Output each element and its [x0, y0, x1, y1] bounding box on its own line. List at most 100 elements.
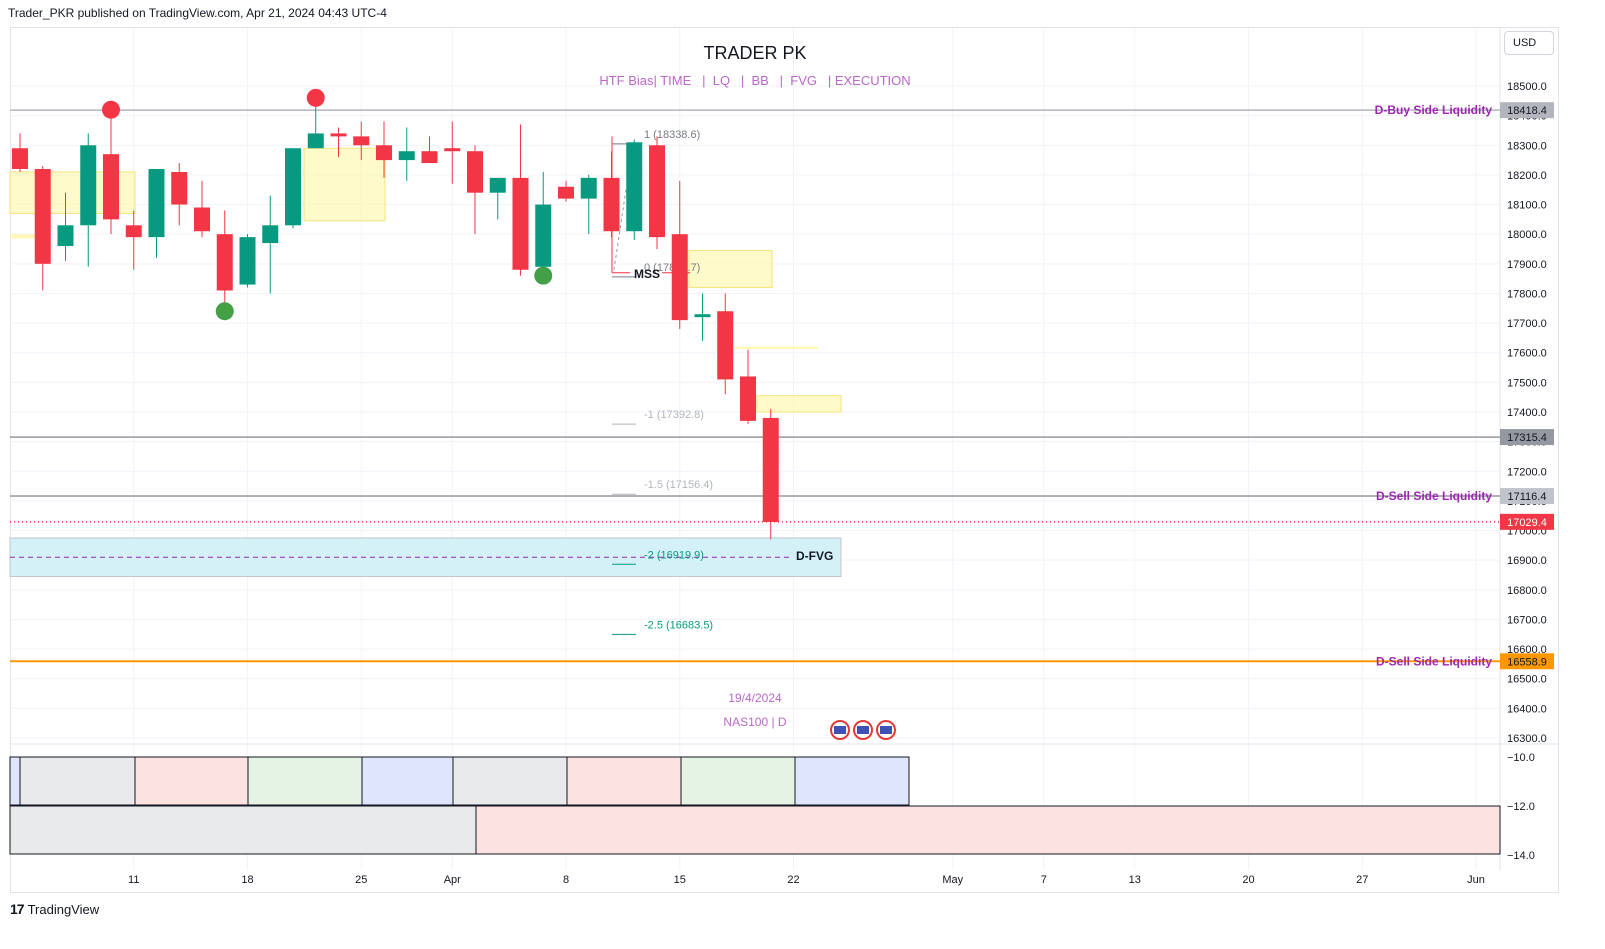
- swing-marker: [306, 88, 325, 107]
- price-tick-label: 18200.0: [1507, 170, 1547, 182]
- fib-level-label: -1.5 (17156.4): [644, 479, 713, 491]
- session-cell: [680, 756, 796, 806]
- time-tick-label: Jun: [1467, 874, 1485, 886]
- fib-level-label: -2 (16919.9): [644, 549, 704, 561]
- price-tick-label: 16900.0: [1507, 555, 1547, 567]
- time-tick-label: 13: [1129, 874, 1141, 886]
- session-cell: [9, 805, 477, 855]
- candle-body: [694, 314, 711, 318]
- price-tag: 17116.4: [1508, 491, 1547, 503]
- price-tag: 17315.4: [1507, 432, 1547, 444]
- liquidity-levels: D-Buy Side Liquidity D-Sell Side Liquidit…: [10, 103, 1500, 668]
- candle-body: [103, 154, 119, 220]
- candle-body: [216, 234, 233, 291]
- candle-body: [558, 186, 574, 199]
- chart-subtitle: HTF Bias| TIME | LQ | BB | FVG | EXECUTI…: [599, 73, 910, 88]
- session-cell: [452, 756, 568, 806]
- time-tick-label: May: [942, 874, 963, 886]
- candle-body: [262, 225, 279, 244]
- sub-tick-label: −14.0: [1507, 850, 1535, 862]
- price-tag-bg: [1500, 102, 1554, 119]
- price-tick-label: 17800.0: [1507, 288, 1547, 300]
- candle-body: [330, 133, 347, 137]
- session-cell: [134, 756, 249, 806]
- swing-markers: [102, 88, 553, 321]
- candle-body: [12, 148, 28, 169]
- us-flag-icons: [830, 720, 896, 740]
- candle-body: [717, 311, 734, 380]
- price-tag: 16558.9: [1507, 656, 1547, 668]
- candle-body: [194, 207, 210, 232]
- candle-body: [603, 177, 620, 232]
- fvg-boxes: [9, 147, 842, 577]
- footer-brand[interactable]: 17 TradingView: [10, 901, 99, 917]
- candle-body: [376, 145, 392, 161]
- price-tick-label: 17500.0: [1507, 377, 1547, 389]
- candle-body: [626, 142, 643, 232]
- swing-marker: [215, 302, 234, 321]
- session-cell: [19, 756, 136, 806]
- price-axis: 18500.018400.018300.018200.018100.018000…: [1507, 81, 1547, 745]
- liquidity-label: D-Sell Side Liquidity: [1376, 654, 1492, 668]
- fib-diagonal: [613, 189, 627, 270]
- time-tick-label: 7: [1041, 874, 1047, 886]
- time-tick-label: 27: [1356, 874, 1368, 886]
- price-tag: 18418.4: [1507, 105, 1547, 117]
- candle-body: [125, 225, 142, 238]
- price-tick-label: 17700.0: [1507, 318, 1547, 330]
- date-label: 19/4/2024: [728, 691, 782, 705]
- session-cell: [247, 756, 363, 806]
- d-fvg-label: D-FVG: [796, 549, 833, 563]
- session-cell: [794, 756, 910, 806]
- candle-body: [512, 177, 529, 270]
- price-tick-label: 17200.0: [1507, 466, 1547, 478]
- fvg-box: [756, 395, 842, 413]
- time-tick-label: 8: [563, 874, 569, 886]
- candle-body: [80, 145, 97, 226]
- candle-body: [307, 133, 324, 149]
- candle-body: [649, 145, 665, 238]
- price-tick-label: 16400.0: [1507, 703, 1547, 715]
- fvg-box: [303, 147, 386, 222]
- fib-level-label: -1 (17392.8): [644, 409, 704, 421]
- session-cell: [475, 805, 1501, 855]
- price-tick-label: 18300.0: [1507, 140, 1547, 152]
- candle-body: [580, 177, 597, 199]
- price-tick-label: 17600.0: [1507, 348, 1547, 360]
- tradingview-logo-icon: 17: [10, 901, 25, 917]
- candles: [12, 106, 779, 540]
- price-tick-label: 18500.0: [1507, 81, 1547, 93]
- brand-name: TradingView: [27, 901, 100, 917]
- candle-body: [285, 148, 301, 226]
- sub-panel: −10.0 −12.0 −14.0: [9, 752, 1535, 862]
- currency-button[interactable]: USD: [1504, 31, 1554, 55]
- time-tick-label: 20: [1242, 874, 1254, 886]
- candle-body: [535, 204, 552, 267]
- price-tag-bg: [1500, 429, 1554, 446]
- price-tag-bg: [1500, 653, 1554, 670]
- time-tick-label: 25: [355, 874, 367, 886]
- symbol-label: NAS100 | D: [723, 715, 786, 729]
- candle-body: [444, 148, 461, 152]
- price-tick-label: 16600.0: [1507, 644, 1547, 656]
- candle-body: [353, 136, 370, 146]
- candle-body: [740, 376, 756, 421]
- time-tick-label: 15: [674, 874, 686, 886]
- candle-body: [171, 171, 188, 205]
- candle-body: [762, 417, 779, 522]
- fvg-box: [688, 249, 773, 289]
- candle-body: [239, 237, 256, 285]
- price-tick-label: 16500.0: [1507, 674, 1547, 686]
- fib-level-label: 1 (18338.6): [644, 129, 700, 141]
- candle-body: [148, 168, 165, 238]
- session-cell: [361, 756, 454, 806]
- price-tick-label: 16300.0: [1507, 733, 1547, 745]
- chart-title: TRADER PK: [703, 43, 806, 63]
- price-tag-bg: [1500, 513, 1554, 530]
- price-tag-bg: [1500, 488, 1554, 505]
- time-tick-label: 22: [787, 874, 799, 886]
- liquidity-label: D-Buy Side Liquidity: [1375, 103, 1493, 117]
- fvg-box: [10, 234, 40, 239]
- candle-body: [467, 151, 483, 193]
